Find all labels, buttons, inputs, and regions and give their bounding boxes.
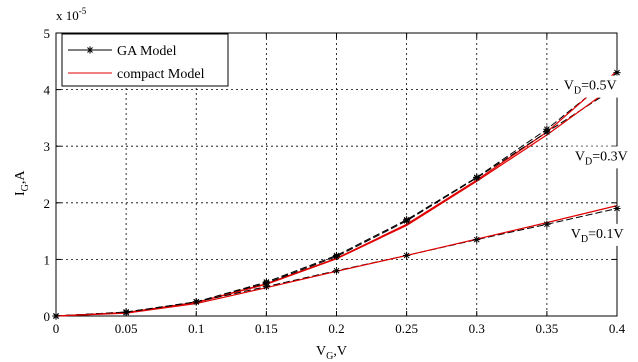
ga-model-point [403, 251, 411, 260]
x-tick-label: 0.3 [469, 321, 485, 336]
legend-box [61, 33, 229, 87]
y-tick-label: 5 [44, 26, 51, 41]
annotation-bg [559, 75, 638, 98]
marker-stroke [53, 313, 59, 319]
legend-marker-ga [86, 46, 94, 54]
marker-stroke [87, 47, 93, 53]
ga-model-point [332, 267, 341, 275]
ga-model-point [332, 252, 341, 261]
ga-model-point [543, 128, 551, 136]
y-tick-label: 4 [44, 83, 51, 98]
ga-model-point [52, 312, 60, 320]
marker-stroke [333, 267, 340, 274]
ga-model-point [122, 309, 130, 317]
marker-stroke [473, 236, 480, 243]
y-tick-label: 3 [44, 139, 51, 154]
marker-stroke [473, 175, 480, 181]
marker-stroke [123, 309, 129, 316]
ga-model-point [613, 69, 621, 77]
marker-stroke [263, 283, 270, 290]
annotation-vd-0: VD=0.5V [564, 79, 617, 97]
legend-entry-ga: GA Model [68, 44, 177, 59]
marker-stroke [403, 218, 410, 224]
legend-asterisk [86, 46, 94, 54]
legend-entry-compact: compact Model [68, 67, 205, 82]
marker-stroke [614, 205, 620, 212]
marker-stroke [403, 252, 410, 259]
annotation-vd-2: VD=0.1V [571, 227, 624, 245]
ga-model-point [262, 282, 270, 291]
marker-stroke [193, 298, 200, 305]
marker-stroke [544, 129, 550, 135]
annotation-bg [566, 223, 638, 246]
legend: GA Model compact Model [61, 33, 229, 87]
y-tick-labels: 0 1 2 3 4 5 [44, 26, 51, 324]
legend-label-ga: GA Model [117, 44, 177, 59]
annotations: VD=0.5V VD=0.3V VD=0.1V [559, 75, 638, 246]
legend-label-compact: compact Model [117, 67, 205, 82]
x-tick-label: 0.05 [115, 321, 138, 336]
x-tick-label: 0.15 [255, 321, 278, 336]
ga-model-point [403, 217, 411, 225]
x-tick-label: 0.4 [609, 321, 626, 336]
y-exponent: x 10-5 [56, 6, 87, 23]
ga-model-point [613, 204, 621, 213]
annotation-vd-1: VD=0.3V [575, 149, 628, 167]
marker-stroke [333, 253, 340, 260]
marker-stroke [614, 69, 620, 76]
y-tick-label: 1 [44, 252, 51, 267]
x-tick-label: 0.35 [536, 321, 559, 336]
ga-model-point [473, 174, 481, 182]
x-tick-label: 0.1 [188, 321, 204, 336]
y-tick-label: 0 [44, 309, 51, 324]
y-tick-label: 2 [44, 196, 51, 211]
x-tick-labels: 0 0.05 0.1 0.15 0.2 0.25 0.3 0.35 0.4 [53, 321, 626, 336]
x-tick-label: 0.25 [395, 321, 418, 336]
ga-model-point [473, 235, 481, 244]
x-tick-label: 0.2 [328, 321, 344, 336]
series [52, 69, 621, 320]
ga-model-point [192, 298, 200, 306]
x-tick-label: 0 [53, 321, 60, 336]
marker-stroke [544, 221, 550, 228]
annotation-bg [570, 146, 638, 169]
y-axis-label: IG,A [13, 170, 31, 196]
x-axis-label: VG,V [316, 344, 347, 362]
ga-model-point [543, 220, 551, 228]
